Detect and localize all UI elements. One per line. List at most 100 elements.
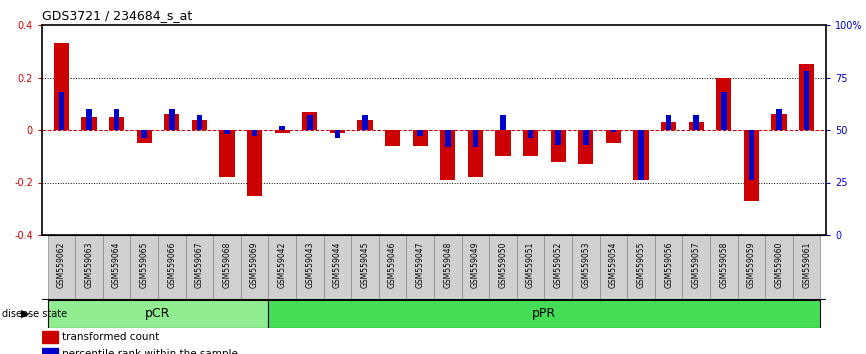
Text: GSM559047: GSM559047 [416,241,424,288]
Bar [268,300,820,328]
Text: GSM559044: GSM559044 [333,241,342,288]
Text: GSM559066: GSM559066 [167,241,177,288]
Text: GSM559046: GSM559046 [388,241,397,288]
Bar [721,92,727,130]
Text: GSM559058: GSM559058 [720,241,728,288]
Bar [280,126,285,130]
Bar [109,117,124,130]
FancyBboxPatch shape [572,235,599,300]
Bar [385,130,400,146]
Text: GSM559045: GSM559045 [360,241,370,288]
FancyBboxPatch shape [545,235,572,300]
Bar [197,115,202,130]
Bar [445,130,450,147]
FancyBboxPatch shape [213,235,241,300]
Text: GSM559043: GSM559043 [306,241,314,288]
Bar [772,114,786,130]
FancyBboxPatch shape [517,235,545,300]
FancyBboxPatch shape [352,235,378,300]
FancyBboxPatch shape [655,235,682,300]
Text: percentile rank within the sample: percentile rank within the sample [61,349,237,354]
Bar [113,109,120,130]
Bar [48,300,268,328]
Bar [169,109,175,130]
FancyBboxPatch shape [296,235,324,300]
FancyBboxPatch shape [406,235,434,300]
FancyBboxPatch shape [48,235,75,300]
Text: GSM559059: GSM559059 [747,241,756,288]
FancyBboxPatch shape [738,235,766,300]
Bar [42,331,58,343]
Bar [749,130,754,181]
Bar [252,130,257,136]
FancyBboxPatch shape [268,235,296,300]
Bar [611,130,617,132]
Bar [224,130,229,134]
Text: ▶: ▶ [21,309,29,319]
Bar [661,122,676,130]
Text: GSM559060: GSM559060 [774,241,784,288]
Text: GSM559057: GSM559057 [692,241,701,288]
Text: GSM559068: GSM559068 [223,241,231,288]
Text: GDS3721 / 234684_s_at: GDS3721 / 234684_s_at [42,10,192,22]
FancyBboxPatch shape [75,235,103,300]
Text: GSM559048: GSM559048 [443,241,452,288]
FancyBboxPatch shape [241,235,268,300]
Text: GSM559054: GSM559054 [609,241,618,288]
Text: GSM559064: GSM559064 [112,241,121,288]
Bar [583,130,589,145]
Text: disease state: disease state [2,309,67,319]
Text: GSM559053: GSM559053 [581,241,591,288]
Bar [799,64,814,130]
Bar [302,112,317,130]
Bar [141,130,147,138]
Bar [744,130,759,201]
Text: GSM559069: GSM559069 [250,241,259,288]
FancyBboxPatch shape [324,235,352,300]
Bar [528,130,533,138]
Bar [578,130,593,164]
Bar [804,71,810,130]
Bar [551,130,565,161]
Bar [776,109,782,130]
Bar [358,120,372,130]
Text: GSM559049: GSM559049 [471,241,480,288]
Bar [275,130,290,133]
FancyBboxPatch shape [627,235,655,300]
Text: GSM559065: GSM559065 [139,241,149,288]
Bar [606,130,621,143]
FancyBboxPatch shape [766,235,793,300]
FancyBboxPatch shape [599,235,627,300]
Text: pCR: pCR [145,308,171,320]
Bar [81,117,96,130]
Bar [307,115,313,130]
FancyBboxPatch shape [434,235,462,300]
Bar [694,115,699,130]
FancyBboxPatch shape [793,235,820,300]
Bar [54,44,69,130]
Bar [468,130,483,177]
Text: GSM559042: GSM559042 [278,241,287,288]
FancyBboxPatch shape [378,235,406,300]
FancyBboxPatch shape [710,235,738,300]
FancyBboxPatch shape [462,235,489,300]
Text: GSM559051: GSM559051 [527,241,535,288]
Text: GSM559055: GSM559055 [637,241,645,288]
FancyBboxPatch shape [131,235,158,300]
Bar [412,130,428,146]
Bar [495,130,511,156]
Bar [501,115,506,130]
Bar [666,115,671,130]
Bar [219,130,235,177]
Bar [688,122,704,130]
Bar [638,130,643,181]
Bar [362,115,368,130]
Text: GSM559056: GSM559056 [664,241,673,288]
Text: pPR: pPR [533,308,557,320]
FancyBboxPatch shape [185,235,213,300]
Bar [440,130,456,180]
FancyBboxPatch shape [103,235,131,300]
Text: GSM559050: GSM559050 [499,241,507,288]
Bar [473,130,478,147]
FancyBboxPatch shape [158,235,185,300]
